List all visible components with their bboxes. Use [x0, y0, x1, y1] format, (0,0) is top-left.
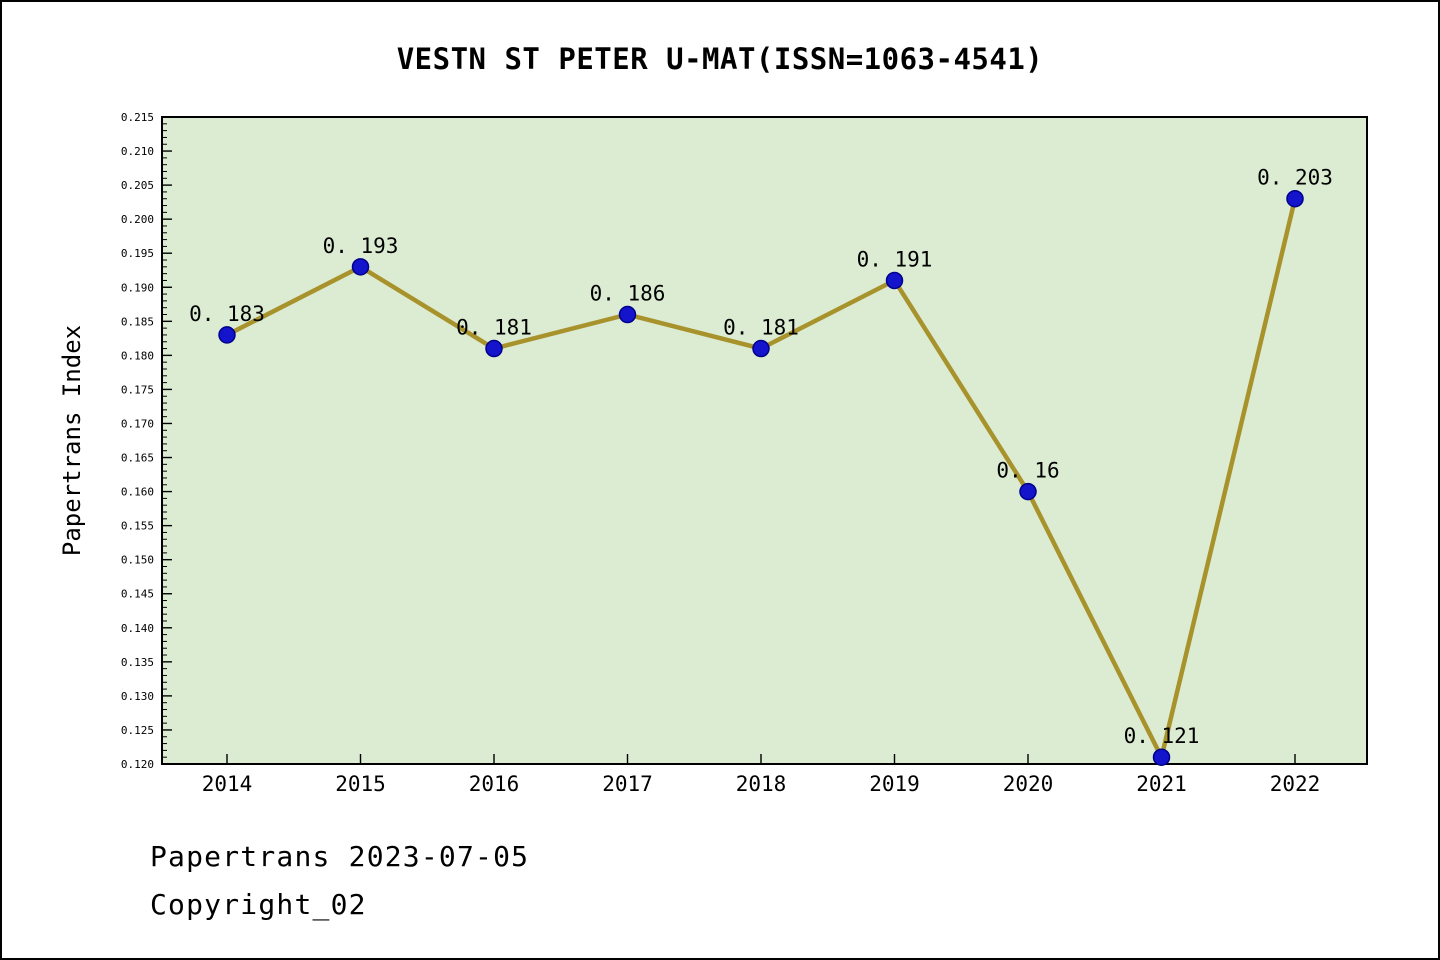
point-label: 0. 16	[996, 459, 1059, 483]
y-tick-label: 0.145	[121, 588, 154, 601]
plot-area	[161, 116, 1368, 765]
point-label: 0. 191	[857, 247, 933, 271]
data-point	[351, 258, 370, 276]
y-tick-label: 0.215	[121, 111, 154, 124]
y-tick-label: 0.170	[121, 417, 154, 430]
x-tick-label: 2018	[736, 772, 787, 796]
footer-copyright: Copyright_02	[150, 888, 367, 921]
y-tick-label: 0.175	[121, 383, 154, 396]
point-label: 0. 203	[1257, 166, 1333, 190]
data-point	[885, 271, 904, 290]
data-point	[485, 339, 503, 358]
y-tick-label: 0.205	[121, 179, 154, 192]
data-point	[1286, 189, 1304, 208]
line-chart: 0.120 0.125 0.130 0.135 0.140 0.145 0.150 0.155…	[58, 111, 1368, 796]
y-tick-label: 0.180	[121, 349, 154, 362]
x-tick-label: 2019	[869, 772, 920, 796]
data-point	[618, 305, 637, 324]
x-tick-label: 2015	[335, 772, 386, 796]
y-tick-label: 0.130	[121, 690, 154, 703]
y-tick-label: 0.210	[121, 145, 154, 158]
point-label: 0. 193	[323, 234, 399, 258]
x-tick-label: 2014	[202, 772, 253, 796]
y-tick-label: 0.195	[121, 247, 154, 260]
footer-source-date: Papertrans 2023-07-05	[150, 840, 530, 873]
x-tick-label: 2016	[469, 772, 520, 796]
point-label: 0. 121	[1124, 724, 1200, 748]
y-axis-label: Papertrans Index	[58, 325, 86, 556]
y-tick-label: 0.125	[121, 724, 154, 737]
y-tick-label: 0.185	[121, 315, 154, 328]
y-tick-label: 0.150	[121, 554, 154, 567]
data-point	[218, 326, 236, 344]
data-point	[1019, 482, 1037, 501]
y-tick-label: 0.135	[121, 656, 154, 669]
y-tick-label: 0.155	[121, 520, 154, 533]
data-point	[752, 339, 770, 358]
y-tick-label: 0.190	[121, 281, 154, 294]
point-label: 0. 181	[723, 316, 799, 340]
x-tick-label: 2022	[1270, 772, 1321, 796]
y-tick-label: 0.120	[121, 758, 154, 771]
x-tick-label: 2021	[1136, 772, 1187, 796]
x-tick-label: 2020	[1003, 772, 1054, 796]
y-tick-label: 0.165	[121, 452, 154, 465]
data-point	[1152, 748, 1171, 766]
x-tick-label: 2017	[602, 772, 653, 796]
point-label: 0. 186	[590, 282, 666, 306]
point-label: 0. 181	[456, 316, 532, 340]
point-label: 0. 183	[189, 302, 265, 326]
y-tick-label: 0.160	[121, 486, 154, 499]
y-tick-label: 0.200	[121, 213, 154, 226]
chart-title: VESTN ST PETER U-MAT(ISSN=1063-4541)	[396, 42, 1044, 76]
y-tick-label: 0.140	[121, 622, 154, 635]
